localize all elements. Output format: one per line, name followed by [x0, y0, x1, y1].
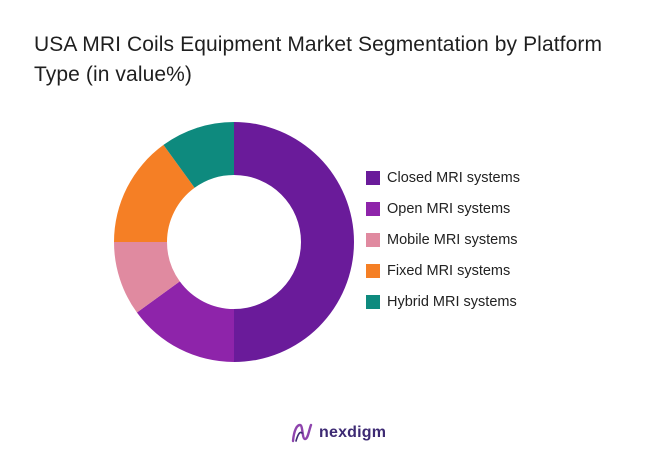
legend-swatch [366, 263, 380, 278]
legend-item: Closed MRI systems [366, 162, 520, 193]
donut-slice-fixed-mri-systems [114, 144, 195, 242]
legend-label: Closed MRI systems [387, 169, 520, 186]
legend-swatch [366, 201, 380, 216]
legend-swatch [366, 232, 380, 247]
nexdigm-logo-icon [291, 423, 313, 443]
donut-slice-mobile-mri-systems [114, 242, 180, 313]
legend-label: Open MRI systems [387, 200, 511, 217]
brand-name: nexdigm [319, 424, 387, 441]
legend-label: Hybrid MRI systems [387, 293, 517, 310]
legend-swatch [366, 294, 380, 309]
legend-label: Fixed MRI systems [387, 262, 511, 279]
legend-item: Hybrid MRI systems [366, 286, 520, 317]
legend-label: Mobile MRI systems [387, 231, 518, 248]
legend-swatch [366, 170, 380, 185]
donut-slice-closed-mri-systems [234, 122, 354, 362]
brand-logo: nexdigm [290, 422, 386, 444]
chart-legend: Closed MRI systems Open MRI systems Mobile… [366, 162, 520, 317]
donut-slice-hybrid-mri-systems [163, 122, 234, 188]
legend-item: Fixed MRI systems [366, 255, 520, 286]
donut-slice-open-mri-systems [136, 281, 234, 362]
chart-title: USA MRI Coils Equipment Market Segmentat… [34, 33, 603, 86]
legend-item: Open MRI systems [366, 193, 520, 224]
legend-item: Mobile MRI systems [366, 224, 520, 255]
